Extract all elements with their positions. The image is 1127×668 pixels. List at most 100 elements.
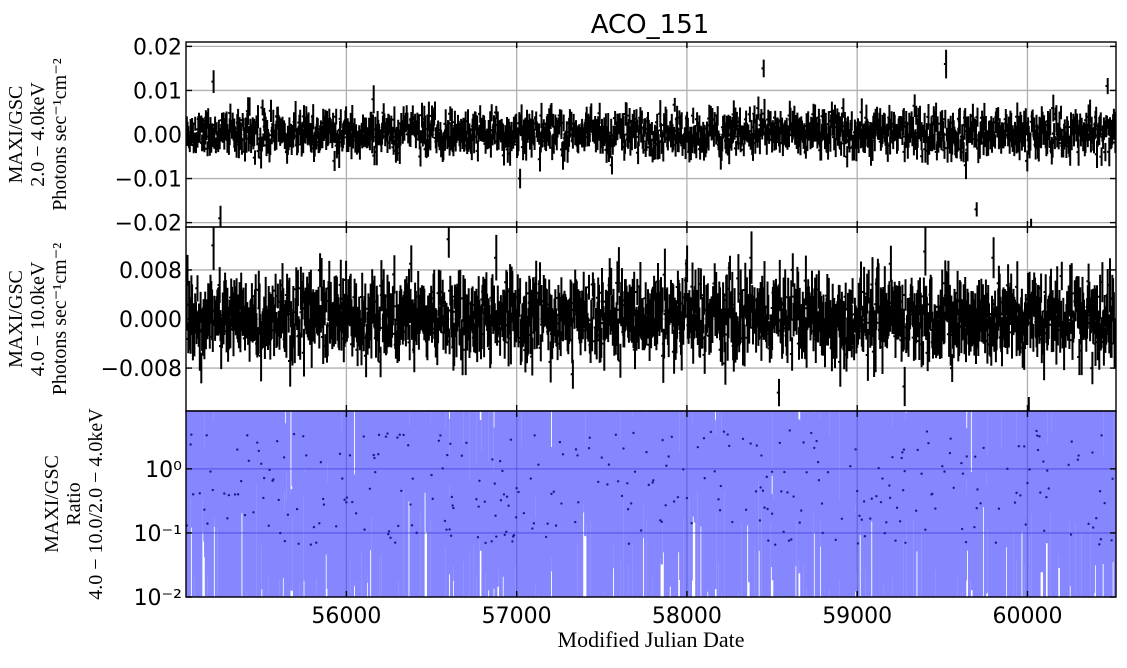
ratio-point — [512, 534, 516, 537]
series-soft — [186, 49, 1116, 227]
ratio-point — [283, 539, 287, 543]
ratio-point — [236, 448, 239, 451]
ratio-point — [441, 467, 444, 470]
ratio-point — [660, 520, 664, 524]
ratio-point — [744, 508, 748, 511]
y-tick-label: −0.02 — [115, 212, 182, 237]
ratio-point — [973, 525, 976, 529]
ratio-point — [722, 430, 726, 433]
ratio-point — [800, 509, 803, 512]
ratio-point — [813, 446, 816, 450]
ratio-point — [477, 505, 480, 508]
series-ratio — [186, 411, 1116, 597]
ratio-point — [647, 483, 650, 487]
x-tick-label: 59000 — [822, 604, 892, 629]
ratio-point — [682, 468, 685, 471]
ratio-point — [949, 437, 952, 440]
ratio-point — [256, 441, 259, 444]
panel-soft: 0.02 0.01 0.00 −0.01 −0.02 MAXI/GSC 2.0 − 4.0k… — [5, 35, 1117, 237]
ratio-point — [437, 439, 441, 442]
ratio-point — [597, 480, 600, 484]
ratio-point — [885, 521, 888, 524]
ratio-point — [1015, 491, 1018, 495]
ratio-point — [246, 434, 249, 437]
ratio-point — [544, 535, 548, 539]
ratio-point — [1091, 526, 1095, 529]
ratio-point — [515, 516, 518, 519]
ratio-point — [726, 433, 729, 436]
ratio-point — [558, 440, 562, 444]
ratio-point — [749, 442, 752, 445]
y-axis-label-line: 4.0 − 10.0keV — [27, 261, 49, 376]
ratio-point — [877, 466, 880, 470]
ratio-point — [783, 470, 786, 474]
ratio-point — [387, 532, 390, 536]
ratio-point — [770, 470, 774, 473]
ratio-point — [1077, 454, 1080, 457]
ratio-point — [685, 496, 689, 500]
ratio-point — [517, 490, 520, 494]
ratio-point — [1070, 440, 1073, 443]
ratio-point — [252, 511, 255, 514]
ratio-point — [802, 441, 805, 444]
ratio-point — [415, 531, 418, 535]
ratio-point — [450, 495, 454, 499]
ratio-point — [1111, 477, 1114, 480]
ratio-point — [411, 477, 414, 480]
ratio-point — [862, 500, 866, 503]
ratio-point — [446, 453, 449, 457]
ratio-point — [257, 449, 260, 453]
ratio-point — [758, 519, 762, 522]
ratio-point — [1098, 543, 1101, 546]
ratio-point — [515, 486, 518, 490]
y-tick-label: 0.02 — [133, 35, 182, 60]
ratio-point — [719, 484, 723, 488]
ratio-point — [816, 460, 820, 464]
ratio-point — [767, 539, 770, 542]
ratio-point — [1103, 501, 1106, 505]
y-tick-label: 0.00 — [133, 124, 182, 149]
ratio-point — [931, 492, 934, 496]
ratio-point — [377, 453, 380, 456]
ratio-point — [1006, 467, 1009, 471]
ratio-point — [854, 448, 857, 451]
ratio-point — [902, 448, 906, 451]
ratio-point — [709, 430, 713, 434]
ratio-point — [741, 437, 745, 441]
ratio-point — [667, 455, 670, 458]
ratio-point — [431, 497, 434, 501]
y-axis-label-line: 2.0 − 4.0keV — [27, 82, 49, 187]
ratio-point — [790, 538, 793, 541]
ratio-point — [622, 447, 625, 450]
ratio-point — [292, 432, 296, 436]
ratio-point — [869, 517, 872, 520]
ratio-point — [279, 531, 282, 535]
ratio-point — [964, 540, 968, 544]
ratio-point — [1067, 463, 1070, 467]
ratio-point — [406, 444, 410, 447]
ratio-point — [1024, 523, 1027, 526]
ratio-point — [206, 522, 209, 525]
ratio-point — [546, 522, 549, 525]
ratio-point — [805, 471, 808, 474]
ratio-point — [881, 477, 884, 480]
ratio-point — [305, 454, 308, 457]
ratio-point — [965, 455, 968, 458]
ratio-point — [189, 443, 192, 446]
ratio-point — [1028, 468, 1031, 471]
ratio-point — [690, 521, 693, 525]
ratio-point — [914, 509, 918, 512]
ratio-point — [728, 444, 731, 448]
x-tick-label: 60000 — [992, 604, 1062, 629]
ratio-point — [633, 470, 637, 473]
panel-ratio: 10⁰ 10⁻¹ 10⁻² MAXI/GSC Ratio 4.0 − 10.0/2.0 −… — [41, 408, 1117, 611]
ratio-point — [223, 492, 226, 495]
ratio-point — [491, 458, 494, 461]
ratio-point — [904, 541, 907, 545]
ratio-point — [891, 455, 894, 459]
ratio-point — [820, 502, 824, 505]
ratio-point — [901, 451, 904, 454]
ratio-point — [961, 472, 965, 475]
